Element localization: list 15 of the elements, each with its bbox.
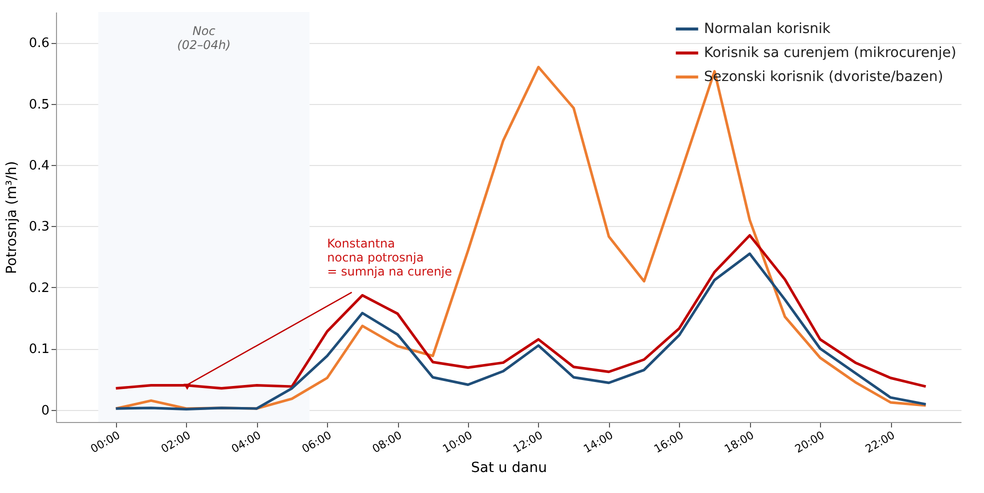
y-tick-label: 0.6 [28,36,50,52]
y-tick-label: 0.5 [28,97,50,112]
y-tick-label: 0.1 [28,342,50,358]
y-tick-label: 0.3 [28,220,50,235]
band-label: Noc (02–04h) [177,24,231,52]
line-series [114,234,928,390]
legend-label: Normalan korisnik [704,21,832,37]
x-axis-title: Sat u danu [471,460,547,476]
y-tick-label: 0 [41,403,50,418]
y-tick-label: 0.4 [28,158,50,174]
annotation: Konstantna nocna potrosnja = sumnja na curenje [327,236,452,278]
legend-label: Korisnik sa curenjem (mikrocurenje) [704,45,956,61]
y-axis-title: Potrosnja (m³/h) [4,161,20,274]
y-tick-label: 0.2 [28,280,50,296]
line-series [114,252,928,410]
